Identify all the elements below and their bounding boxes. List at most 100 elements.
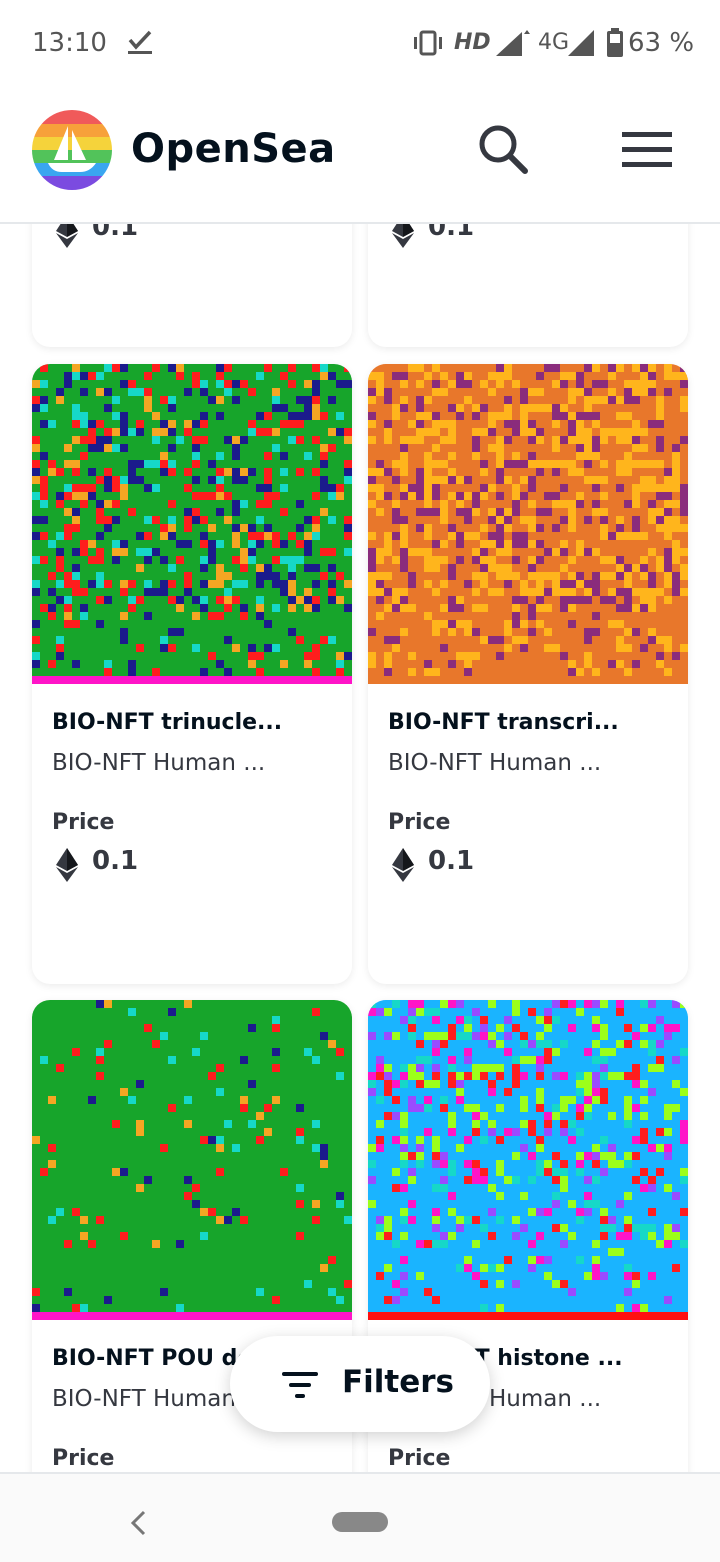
pixel [616, 516, 624, 524]
pixel [400, 444, 408, 452]
pixel [304, 564, 312, 572]
pixel [488, 516, 496, 524]
pixel [120, 428, 128, 436]
pixel [128, 580, 136, 588]
pixel [80, 372, 88, 380]
pixel [432, 668, 440, 676]
pixel [112, 428, 120, 436]
item-card[interactable]: 0.1 [368, 224, 688, 347]
nft-image[interactable] [32, 1000, 352, 1320]
pixel [440, 1240, 448, 1248]
pixel [56, 580, 64, 588]
pixel [640, 1024, 648, 1032]
pixel [392, 404, 400, 412]
pixel [152, 364, 160, 372]
pixel [472, 500, 480, 508]
pixel [456, 620, 464, 628]
pixel [400, 628, 408, 636]
item-title: BIO-NFT trinucle... [52, 710, 283, 735]
pixel [480, 548, 488, 556]
pixel [552, 1200, 560, 1208]
pixel [384, 660, 392, 668]
nft-image[interactable] [368, 364, 688, 684]
pixel [680, 524, 688, 532]
filters-button[interactable]: Filters [230, 1336, 490, 1432]
home-button[interactable] [332, 1512, 388, 1532]
pixel [552, 1112, 560, 1120]
pixel [648, 1048, 656, 1056]
item-card[interactable]: BIO-NFT histone ... BIO-NFT Human ... Pric… [368, 1000, 688, 1472]
pixel [584, 596, 592, 604]
pixel [632, 660, 640, 668]
pixel [224, 1216, 232, 1224]
pixel [312, 596, 320, 604]
pixel [328, 596, 336, 604]
logo[interactable] [32, 110, 112, 190]
pixel [464, 380, 472, 388]
pixel [624, 1272, 632, 1280]
eth-shade [403, 848, 414, 871]
pixel [456, 1080, 464, 1088]
pixel [400, 1072, 408, 1080]
pixel [608, 364, 616, 372]
pixel [600, 1088, 608, 1096]
eth-bottom [56, 867, 78, 882]
pixel [616, 1200, 624, 1208]
pixel [152, 412, 160, 420]
pixel [616, 556, 624, 564]
pixel [232, 444, 240, 452]
pixel [256, 500, 264, 508]
pixel [504, 548, 512, 556]
pixel [440, 1160, 448, 1168]
pixel [192, 372, 200, 380]
pixel [520, 1224, 528, 1232]
brand-title[interactable]: OpenSea [131, 126, 336, 172]
search-icon[interactable] [478, 124, 530, 176]
pixel [384, 1232, 392, 1240]
pixel [504, 364, 512, 372]
pixel [336, 660, 344, 668]
pixel [56, 596, 64, 604]
pixel [560, 1280, 568, 1288]
pixel [88, 580, 96, 588]
pixel [512, 1064, 520, 1072]
pixel [496, 468, 504, 476]
pixel [40, 476, 48, 484]
nft-image[interactable] [368, 1000, 688, 1320]
pixel [376, 1120, 384, 1128]
pixel [176, 604, 184, 612]
pixel [544, 548, 552, 556]
pixel [160, 1288, 168, 1296]
back-button[interactable] [128, 1510, 150, 1536]
pixel [672, 556, 680, 564]
pixel [56, 556, 64, 564]
pixel [632, 492, 640, 500]
nft-image[interactable] [32, 364, 352, 684]
item-card[interactable]: BIO-NFT transcri... BIO-NFT Human ... Pric… [368, 364, 688, 984]
pixel [336, 652, 344, 660]
pixel [400, 1136, 408, 1144]
item-card[interactable]: BIO-NFT trinucle... BIO-NFT Human ... Pric… [32, 364, 352, 984]
pixel [112, 444, 120, 452]
pixel [440, 540, 448, 548]
menu-icon[interactable] [622, 130, 674, 170]
pixel [384, 548, 392, 556]
item-card[interactable]: 0.1 [32, 224, 352, 347]
pixel [584, 1072, 592, 1080]
item-price: 0.1 [92, 846, 139, 876]
pixel [520, 420, 528, 428]
pixel [672, 1224, 680, 1232]
pixel [264, 572, 272, 580]
pixel [160, 420, 168, 428]
pixel [392, 372, 400, 380]
pixel [176, 436, 184, 444]
pixel [520, 388, 528, 396]
pixel [272, 1096, 280, 1104]
pixel [472, 1104, 480, 1112]
pixel [552, 1104, 560, 1112]
pixel [312, 1056, 320, 1064]
pixel [304, 412, 312, 420]
pixel [56, 564, 64, 572]
pixel [400, 1216, 408, 1224]
pixel [504, 1048, 512, 1056]
